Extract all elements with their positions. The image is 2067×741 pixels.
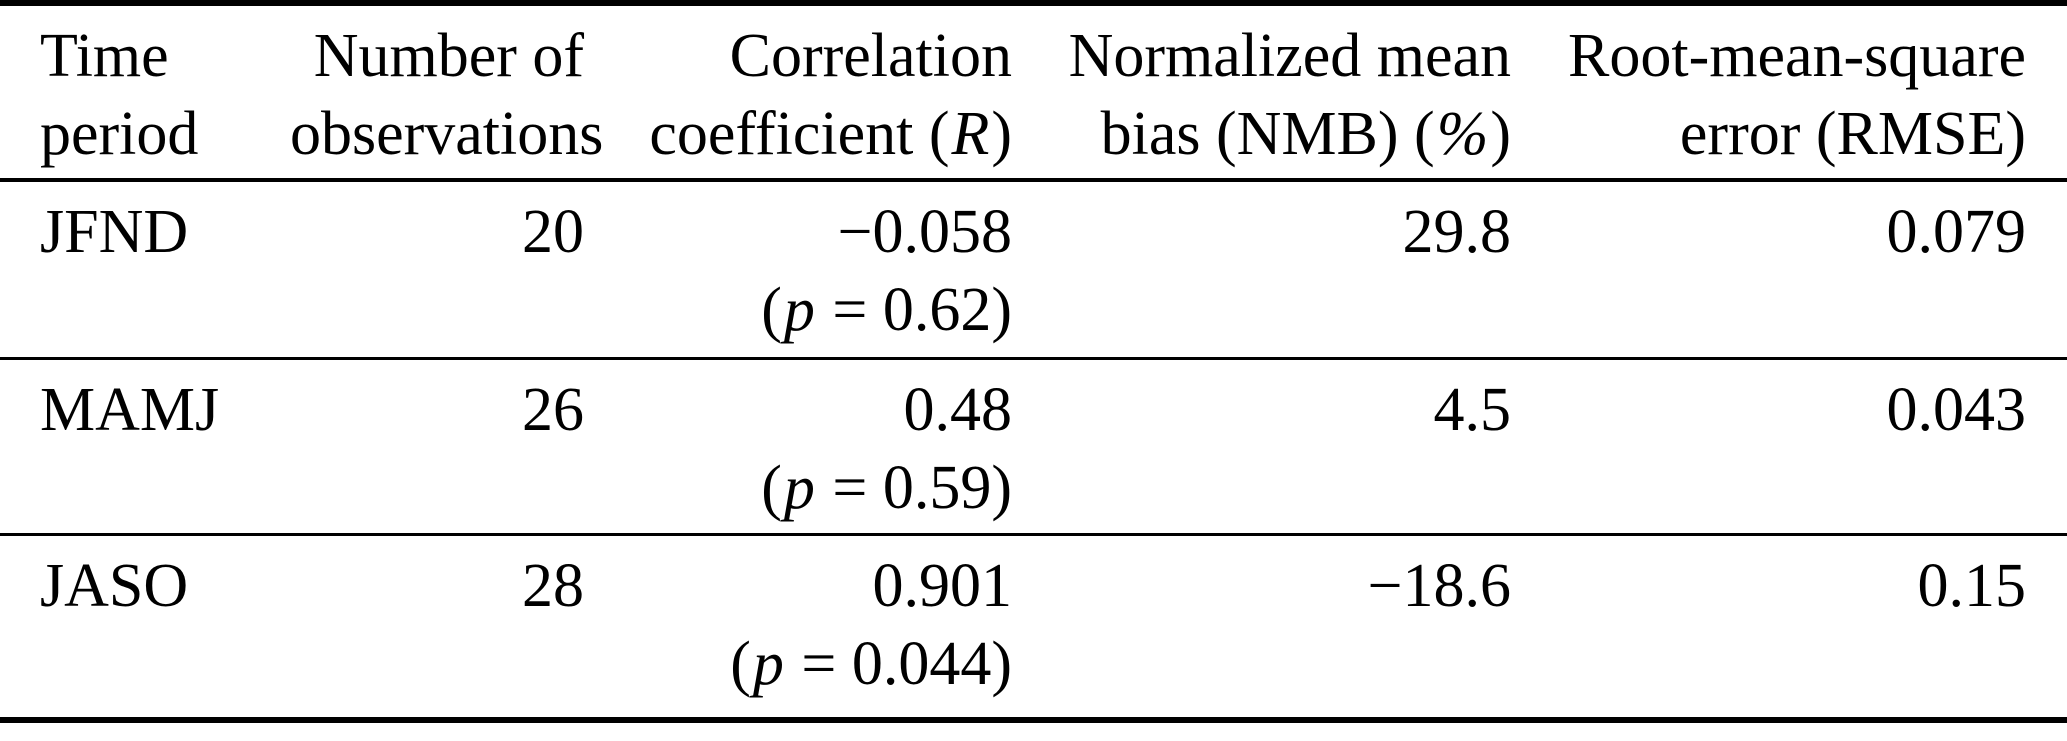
cell-observations: 20 [522, 198, 584, 266]
p-value-line: (p = 0.59) [761, 453, 1012, 522]
header-row: Time period Number of observations Corre… [0, 3, 2067, 180]
header-line-2: coefficient (R) [649, 100, 1012, 168]
p-value: 0.044 [851, 629, 992, 698]
p-value-line: (p = 0.62) [761, 276, 1012, 344]
cell-rmse: 0.15 [1917, 551, 2027, 620]
table-row-jfnd: JFND 20 −0.058 (p = 0.62) 29.8 0.079 [0, 180, 2067, 358]
cell-nmb: 4.5 [1433, 375, 1512, 444]
cell-correlation: 0.901 (p = 0.044) [584, 534, 1012, 720]
cell-observations: 26 [522, 375, 584, 444]
cell-nmb: 29.8 [1402, 198, 1512, 266]
percent-symbol: % [1436, 100, 1489, 168]
p-value-line: (p = 0.044) [730, 629, 1012, 698]
header-line-1: Root-mean-square [1568, 22, 2026, 90]
cell-correlation: 0.48 (p = 0.59) [584, 358, 1012, 534]
header-line-1: Number of [313, 22, 584, 90]
header-line-1: Normalized mean [1068, 22, 1511, 90]
cell-correlation: −0.058 (p = 0.62) [584, 180, 1012, 358]
math-symbol-p: p [752, 629, 784, 698]
math-symbol-p: p [783, 276, 815, 344]
cell-rmse: 0.043 [1886, 375, 2027, 444]
col-header-observations: Number of observations [290, 3, 604, 180]
header-line-2: period [40, 100, 199, 168]
cell-rmse: 0.079 [1886, 198, 2027, 266]
header-line-2: error (RMSE) [1679, 100, 2026, 168]
header-line-2: bias (NMB) (%) [1100, 100, 1511, 168]
cell-period: JASO [40, 551, 189, 620]
math-symbol-p: p [783, 453, 815, 522]
col-header-rmse: Root-mean-square error (RMSE) [1511, 3, 2067, 180]
cell-period: MAMJ [40, 375, 220, 444]
correlation-value: 0.48 [903, 375, 1013, 444]
col-header-nmb: Normalized mean bias (NMB) (%) [1012, 3, 1511, 180]
p-value: 0.59 [882, 453, 992, 522]
header-line-2: observations [290, 100, 604, 168]
p-value: 0.62 [882, 276, 992, 344]
table-row-mamj: MAMJ 26 0.48 (p = 0.59) 4.5 0.043 [0, 358, 2067, 534]
statistics-table: Time period Number of observations Corre… [0, 0, 2067, 723]
cell-period: JFND [40, 198, 189, 266]
header-line-1: Correlation [729, 22, 1012, 90]
col-header-correlation: Correlation coefficient (R) [584, 3, 1012, 180]
col-header-time-period: Time period [0, 3, 290, 180]
cell-observations: 28 [522, 551, 584, 620]
cell-nmb: −18.6 [1367, 551, 1511, 620]
header-line-1: Time [40, 22, 169, 90]
correlation-value: −0.058 [837, 198, 1012, 266]
table-row-jaso: JASO 28 0.901 (p = 0.044) −18.6 0.15 [0, 534, 2067, 720]
math-symbol-R: R [951, 100, 990, 168]
correlation-value: 0.901 [872, 551, 1013, 620]
